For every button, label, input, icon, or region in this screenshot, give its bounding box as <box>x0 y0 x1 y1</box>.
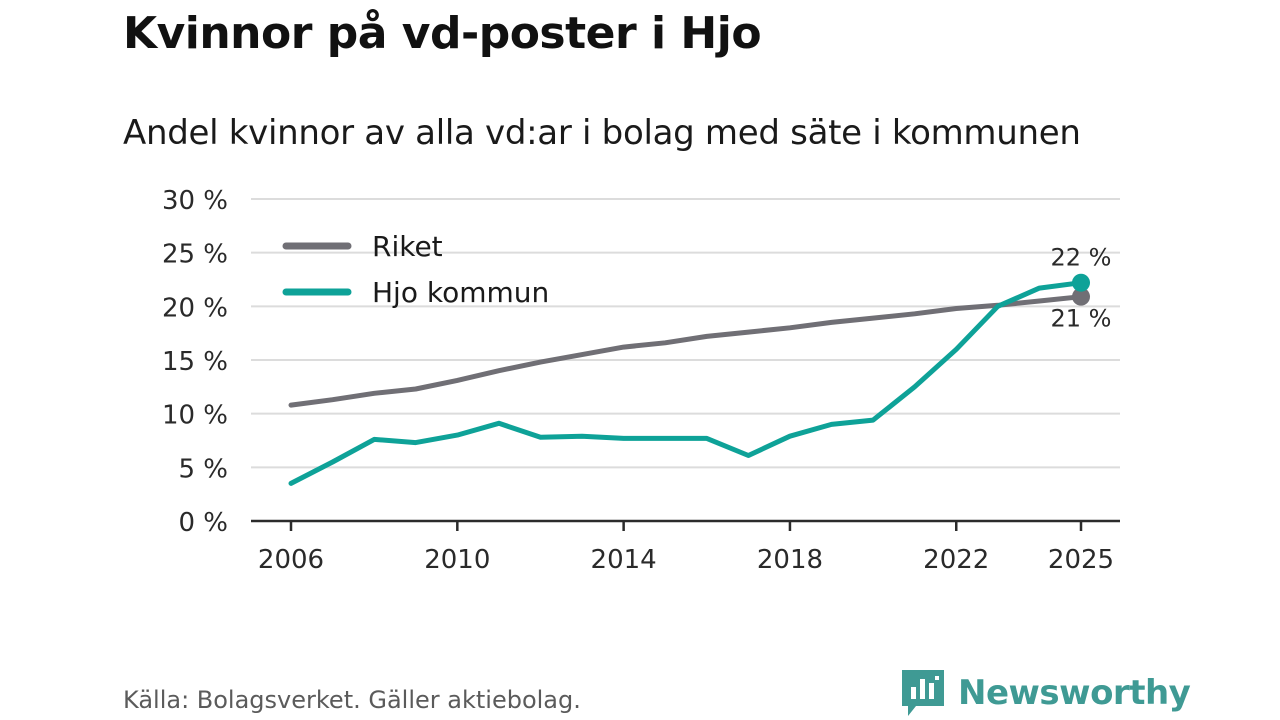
end-label-riket: 21 % <box>1051 305 1112 333</box>
y-tick-label: 20 % <box>162 293 228 323</box>
x-tick-label: 2006 <box>258 545 324 575</box>
legend: Riket Hjo kommun <box>282 230 549 309</box>
newsworthy-logo-icon <box>902 670 944 716</box>
legend-label-riket: Riket <box>372 230 443 263</box>
series-line-hjo-kommun <box>288 280 1084 486</box>
x-tick-label: 2018 <box>757 545 823 575</box>
legend-label-hjo-kommun: Hjo kommun <box>372 276 549 309</box>
x-tick-label: 2010 <box>424 545 490 575</box>
y-tick-label: 5 % <box>178 454 228 484</box>
y-axis-ticks: 0 % 5 % 10 % 15 % 20 % 25 % 30 % <box>162 186 228 538</box>
line-chart: 0 %5 %10 %15 %20 %25 %30 % 2006 2010 2014 2… <box>162 186 1120 575</box>
x-tick-label: 2025 <box>1048 545 1114 575</box>
chart-title: Kvinnor på vd-poster i Hjo <box>123 8 762 59</box>
y-tick-label: 15 % <box>162 347 228 377</box>
series-lines <box>288 280 1084 486</box>
x-tick-label: 2022 <box>923 545 989 575</box>
x-tick-label: 2014 <box>591 545 657 575</box>
source-note: Källa: Bolagsverket. Gäller aktiebolag. <box>123 686 581 714</box>
endpoint-dot-riket <box>1072 287 1090 306</box>
y-tick-label: 30 % <box>162 186 228 216</box>
y-tick-label: 10 % <box>162 401 228 431</box>
brand-logo[interactable]: Newsworthy <box>902 670 1191 716</box>
chart-subtitle: Andel kvinnor av alla vd:ar i bolag med … <box>123 113 1081 153</box>
y-tick-label: 25 % <box>162 240 228 270</box>
series-endpoints: 22 % 21 % <box>1051 244 1112 333</box>
y-tick-label: 0 % <box>178 508 228 538</box>
x-axis: 2006 2010 2014 2018 2022 2025 <box>251 519 1120 575</box>
series-line-riket <box>288 294 1084 408</box>
end-label-hjo-kommun: 22 % <box>1051 244 1112 272</box>
endpoint-dot-hjo-kommun <box>1072 273 1090 292</box>
brand-name: Newsworthy <box>958 673 1191 713</box>
